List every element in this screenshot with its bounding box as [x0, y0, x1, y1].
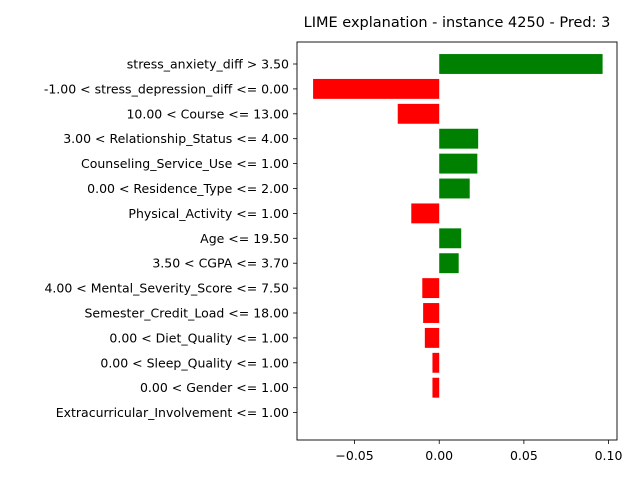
x-tick-label: −0.05	[335, 448, 373, 463]
bar-4	[439, 153, 478, 174]
y-tick-label: stress_anxiety_diff > 3.50	[127, 57, 289, 72]
bar-11	[424, 327, 440, 348]
y-tick-label: 0.00 < Residence_Type <= 2.00	[87, 181, 289, 196]
bar-8	[439, 253, 459, 274]
bar-6	[411, 203, 440, 224]
x-tick-label: 0.10	[595, 448, 623, 463]
y-tick-label: 0.00 < Sleep_Quality <= 1.00	[100, 355, 289, 370]
bar-9	[422, 278, 440, 299]
bars-layer	[313, 54, 603, 398]
x-axis: −0.05 0.00 0.05 0.10	[335, 440, 622, 463]
chart-title: LIME explanation - instance 4250 - Pred:…	[304, 15, 611, 31]
y-tick-label: -1.00 < stress_depression_diff <= 0.00	[44, 81, 289, 96]
y-tick-label: Counseling_Service_Use <= 1.00	[81, 156, 289, 171]
x-tick-label: 0.05	[510, 448, 538, 463]
y-tick-label: 3.50 < CGPA <= 3.70	[152, 256, 289, 271]
bar-0	[439, 54, 603, 74]
bar-7	[439, 228, 462, 249]
bar-12	[432, 352, 440, 373]
bar-5	[439, 178, 470, 199]
y-tick-label: 10.00 < Course <= 13.00	[126, 106, 289, 121]
y-tick-label: 3.00 < Relationship_Status <= 4.00	[63, 131, 289, 146]
y-tick-label: Extracurricular_Involvement <= 1.00	[56, 405, 289, 420]
plot-frame	[296, 41, 618, 441]
y-tick-label: 4.00 < Mental_Severity_Score <= 7.50	[44, 281, 289, 296]
bar-13	[432, 377, 440, 398]
bar-2	[397, 103, 440, 124]
y-tick-label: 0.00 < Diet_Quality <= 1.00	[109, 330, 289, 345]
bar-1	[313, 78, 440, 99]
x-tick-label: 0.00	[425, 448, 453, 463]
y-tick-label: Age <= 19.50	[200, 231, 289, 246]
y-tick-label: 0.00 < Gender <= 1.00	[140, 380, 289, 395]
y-tick-labels: stress_anxiety_diff > 3.50 -1.00 < stress…	[44, 57, 297, 420]
bar-10	[423, 303, 440, 323]
y-tick-label: Semester_Credit_Load <= 18.00	[85, 306, 290, 321]
y-tick-label: Physical_Activity <= 1.00	[128, 206, 289, 221]
bar-3	[439, 128, 479, 149]
